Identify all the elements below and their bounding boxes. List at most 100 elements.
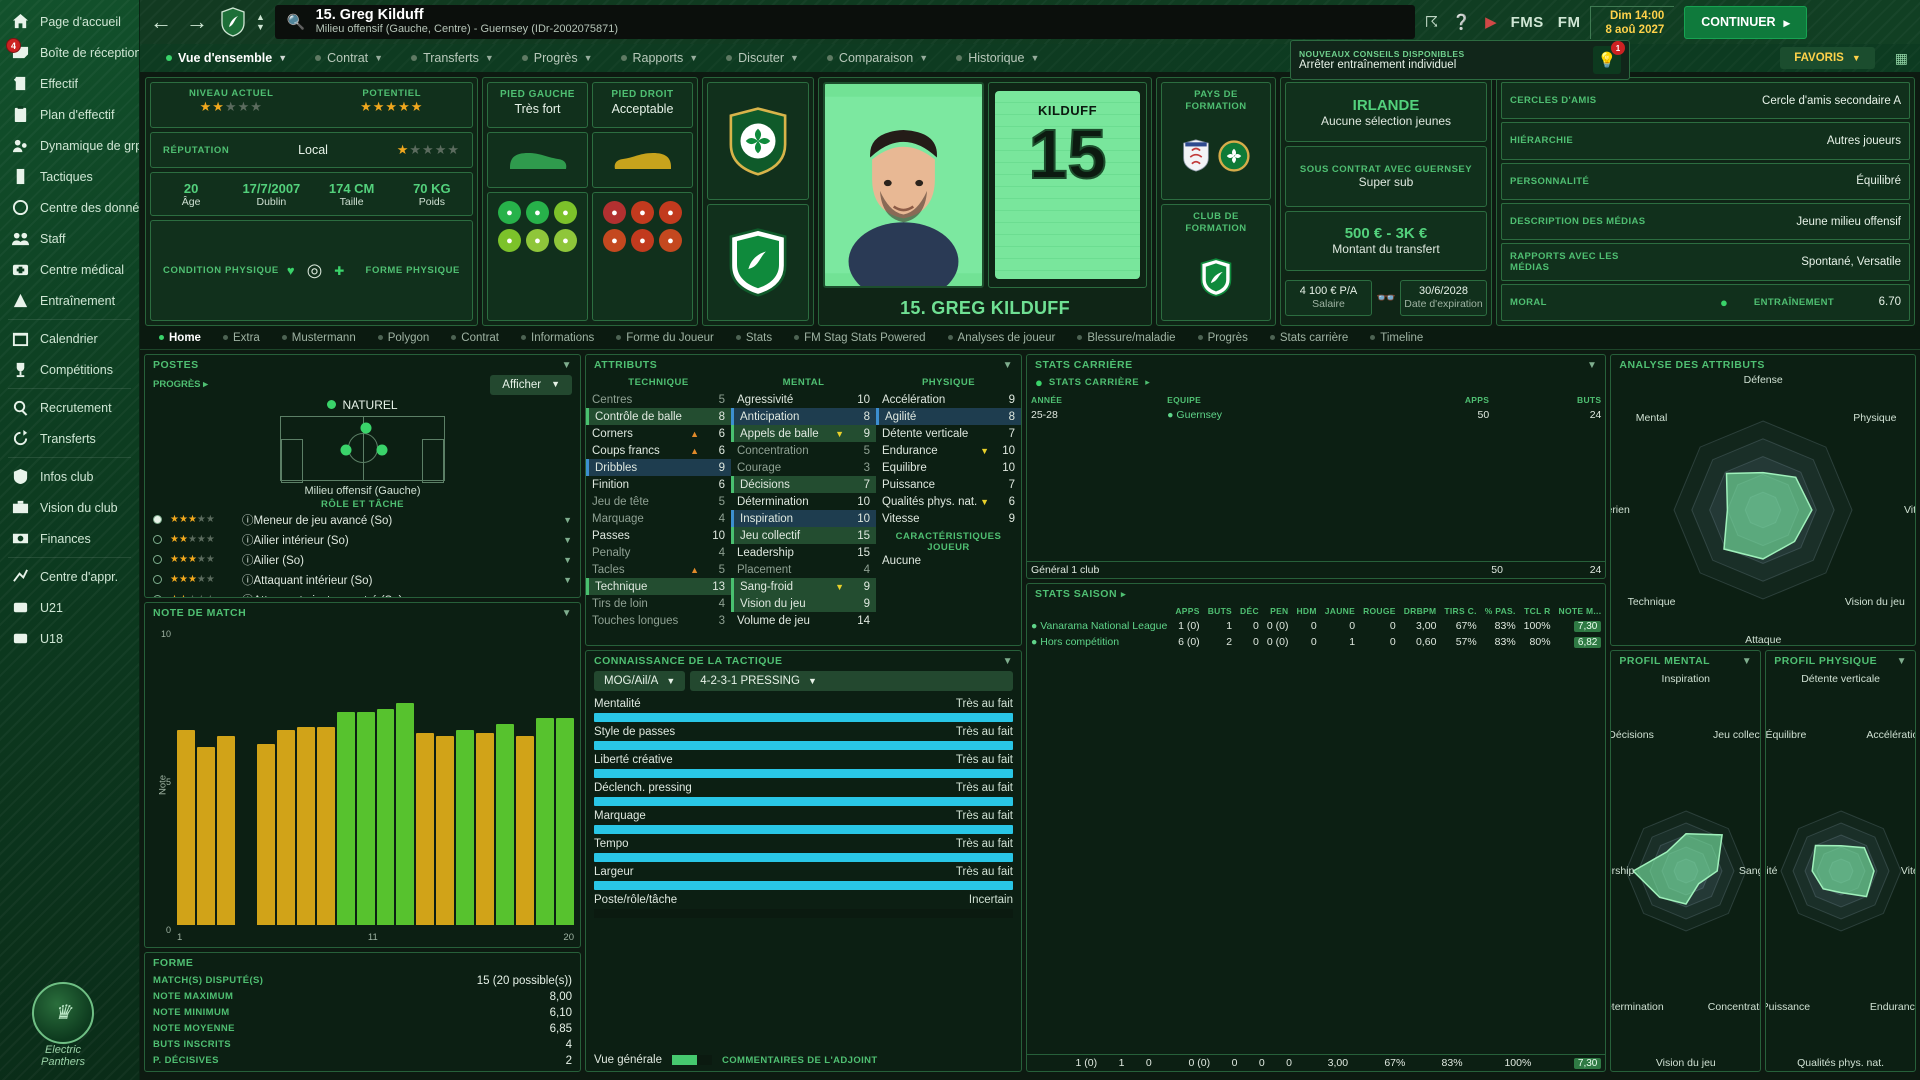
- notification-toast[interactable]: NOUVEAUX CONSEILS DISPONIBLES Arrêter en…: [1290, 40, 1630, 80]
- season-col-header[interactable]: NOTE M...: [1558, 606, 1602, 616]
- sidebar-item-calendrier[interactable]: Calendrier: [0, 323, 139, 354]
- fm-stag-logo[interactable]: FMS: [1511, 14, 1544, 31]
- club-badge-icon[interactable]: [220, 7, 246, 37]
- sub-tab-polygon[interactable]: Polygon: [367, 332, 441, 344]
- shield-red-icon[interactable]: ●: [603, 201, 626, 224]
- season-col-header[interactable]: TIRS C.: [1444, 606, 1477, 616]
- stepper-icon[interactable]: ▲ ▼: [256, 12, 265, 32]
- role-radio[interactable]: [153, 575, 162, 585]
- flag-icon[interactable]: ●: [659, 229, 682, 252]
- sidebar-item-bo-te-de-r-ception[interactable]: 4 Boîte de réception: [0, 37, 139, 68]
- chevron-down-icon[interactable]: ▼: [561, 359, 572, 371]
- attribute-row[interactable]: Agilité 8: [876, 408, 1021, 425]
- attribute-row[interactable]: Vision du jeu 9: [731, 595, 876, 612]
- attribute-row[interactable]: Appels de balle ▼ 9: [731, 425, 876, 442]
- sidebar-item-finances[interactable]: Finances: [0, 523, 139, 554]
- sidebar-item-vision-du-club[interactable]: Vision du club: [0, 492, 139, 523]
- chevron-down-icon[interactable]: ▼: [563, 595, 572, 597]
- season-col-header[interactable]: HDM: [1296, 606, 1317, 616]
- season-col-header[interactable]: APPS: [1175, 606, 1200, 616]
- attribute-row[interactable]: Détermination 10: [731, 493, 876, 510]
- bone-icon[interactable]: ●: [526, 229, 549, 252]
- attribute-row[interactable]: Coups francs ▲ 6: [586, 442, 731, 459]
- chevron-down-icon[interactable]: ▼: [1896, 655, 1907, 667]
- afficher-dropdown[interactable]: Afficher ▼: [490, 375, 572, 395]
- sidebar-item-recrutement[interactable]: Recrutement: [0, 392, 139, 423]
- nav-tab-transferts[interactable]: Transferts ▼: [397, 51, 508, 65]
- sidebar-item-centre-m-dical[interactable]: Centre médical: [0, 254, 139, 285]
- youtube-icon[interactable]: ▶: [1485, 14, 1497, 31]
- heart-icon[interactable]: ●: [631, 229, 654, 252]
- nav-tab-rapports[interactable]: Rapports ▼: [607, 51, 713, 65]
- sidebar-item-comp-titions[interactable]: Compétitions: [0, 354, 139, 385]
- attribute-row[interactable]: Accélération 9: [876, 391, 1021, 408]
- boots-icon[interactable]: ●: [554, 229, 577, 252]
- nav-tab-vue-d-ensemble[interactable]: Vue d'ensemble ▼: [152, 51, 301, 65]
- speed-icon[interactable]: ●: [526, 201, 549, 224]
- attribute-row[interactable]: Anticipation 8: [731, 408, 876, 425]
- season-row[interactable]: ● Hors compétition 6 (0) 2 0 0 (0) 0 1 0 0,60 57%…: [1027, 634, 1605, 650]
- role-radio[interactable]: [153, 595, 162, 597]
- role-row[interactable]: ★★★★★ ⓘAilier intérieur (So) ▼: [145, 530, 580, 550]
- search-input[interactable]: 🔍 15. Greg Kilduff Milieu offensif (Gauc…: [274, 5, 1415, 39]
- nav-tab-comparaison[interactable]: Comparaison ▼: [813, 51, 942, 65]
- sub-tab-analyses-de-joueur[interactable]: Analyses de joueur: [937, 332, 1067, 344]
- sub-tab-extra[interactable]: Extra: [212, 332, 271, 344]
- role-row[interactable]: ★★★★★ ⓘMeneur de jeu avancé (So) ▼: [145, 510, 580, 530]
- growth-icon[interactable]: ●: [554, 201, 577, 224]
- sidebar-item-entra-nement[interactable]: Entraînement: [0, 285, 139, 316]
- scissors-icon[interactable]: ●: [603, 229, 626, 252]
- attribute-row[interactable]: Équilibre 10: [876, 459, 1021, 476]
- season-col-header[interactable]: % PAS.: [1484, 606, 1516, 616]
- attribute-row[interactable]: Tirs de loin 4: [586, 595, 731, 612]
- sidebar-item-u21[interactable]: U21: [0, 592, 139, 623]
- career-row[interactable]: 25-28 ● Guernsey 50 24: [1027, 407, 1605, 423]
- attribute-row[interactable]: Contrôle de balle 8: [586, 408, 731, 425]
- attribute-row[interactable]: Tacles ▲ 5: [586, 561, 731, 578]
- sub-tab-stats[interactable]: Stats: [725, 332, 783, 344]
- sidebar-item-dynamique-de-grp[interactable]: Dynamique de grp.: [0, 130, 139, 161]
- chevron-down-icon[interactable]: ▼: [563, 534, 572, 545]
- chevron-down-icon[interactable]: ▼: [1741, 655, 1753, 667]
- season-col-header[interactable]: TCL R: [1524, 606, 1551, 616]
- continue-button[interactable]: CONTINUER ▸: [1684, 5, 1807, 39]
- season-col-header[interactable]: BUTS: [1207, 606, 1233, 616]
- attribute-row[interactable]: Concentration 5: [731, 442, 876, 459]
- sub-tab-forme-du-joueur[interactable]: Forme du Joueur: [605, 332, 725, 344]
- sidebar-item-tactiques[interactable]: Tactiques: [0, 161, 139, 192]
- season-col-header[interactable]: JAUNE: [1324, 606, 1356, 616]
- attribute-row[interactable]: Touches longues 3: [586, 612, 731, 629]
- attribute-row[interactable]: Centres 5: [586, 391, 731, 408]
- attribute-row[interactable]: Décisions 7: [731, 476, 876, 493]
- panel-icon[interactable]: ▦: [1894, 49, 1908, 66]
- chevron-down-icon[interactable]: ▼: [561, 607, 572, 619]
- career-col-header[interactable]: BUTS: [1577, 395, 1602, 405]
- ball-icon[interactable]: ●: [498, 201, 521, 224]
- sidebar-item-page-d-accueil[interactable]: Page d'accueil: [0, 6, 139, 37]
- attribute-row[interactable]: Technique 13: [586, 578, 731, 595]
- forward-arrow-icon[interactable]: →: [186, 9, 208, 34]
- help-icon[interactable]: ❔: [1452, 14, 1472, 31]
- role-row[interactable]: ★★★★★ ⓘAttaquant pivot excentré (So) ▼: [145, 590, 580, 597]
- nav-tab-contrat[interactable]: Contrat ▼: [301, 51, 397, 65]
- sub-tab-fm-stag-stats-powered[interactable]: FM Stag Stats Powered: [783, 332, 936, 344]
- attribute-row[interactable]: Endurance ▼ 10: [876, 442, 1021, 459]
- attribute-row[interactable]: Leadership 15: [731, 544, 876, 561]
- attribute-row[interactable]: Jeu de tête 5: [586, 493, 731, 510]
- attribute-row[interactable]: Volume de jeu 14: [731, 612, 876, 629]
- target-icon[interactable]: ●: [659, 201, 682, 224]
- season-col-header[interactable]: DRBPM: [1403, 606, 1437, 616]
- role-radio[interactable]: [153, 535, 162, 545]
- attribute-row[interactable]: Détente verticale 7: [876, 425, 1021, 442]
- attribute-row[interactable]: Jeu collectif 15: [731, 527, 876, 544]
- role-select[interactable]: MOG/Ail/A ▼: [594, 671, 686, 691]
- social-icon[interactable]: ☈: [1424, 14, 1439, 31]
- chevron-down-icon[interactable]: ▼: [563, 574, 572, 585]
- career-col-header[interactable]: ANNÉE: [1031, 395, 1063, 405]
- competition-link[interactable]: ● Hors compétition: [1031, 636, 1120, 648]
- attribute-row[interactable]: Corners ▲ 6: [586, 425, 731, 442]
- season-row[interactable]: ● Vanarama National League 1 (0) 1 0 0 (0) 0 0…: [1027, 618, 1605, 634]
- attribute-row[interactable]: Dribbles 9: [586, 459, 731, 476]
- sub-tab-blessure-maladie[interactable]: Blessure/maladie: [1066, 332, 1186, 344]
- attribute-row[interactable]: Marquage 4: [586, 510, 731, 527]
